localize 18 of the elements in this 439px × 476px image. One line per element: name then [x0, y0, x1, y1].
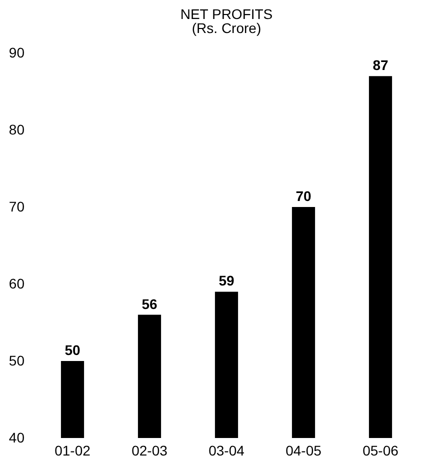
data-label: 87 — [372, 57, 388, 74]
y-tick-label: 40 — [8, 430, 25, 446]
x-tick-label: 02-03 — [132, 442, 168, 458]
y-tick-label: 50 — [8, 352, 25, 368]
y-tick-label: 70 — [8, 198, 25, 214]
y-tick-label: 80 — [8, 122, 25, 138]
data-label: 56 — [142, 296, 158, 312]
data-label: 50 — [64, 342, 80, 358]
data-label: 70 — [296, 188, 312, 204]
x-tick-label: 03-04 — [208, 442, 245, 458]
data-label: 59 — [218, 272, 234, 289]
x-tick-label: 04-05 — [286, 442, 322, 458]
chart-subtitle: (Rs. Crore) — [192, 20, 262, 36]
x-tick-label: 01-02 — [54, 442, 91, 458]
y-tick-label: 90 — [8, 44, 25, 60]
x-tick-label: 05-06 — [362, 442, 399, 458]
chart-title: NET PROFITS — [180, 6, 273, 22]
y-tick-label: 60 — [8, 276, 25, 292]
